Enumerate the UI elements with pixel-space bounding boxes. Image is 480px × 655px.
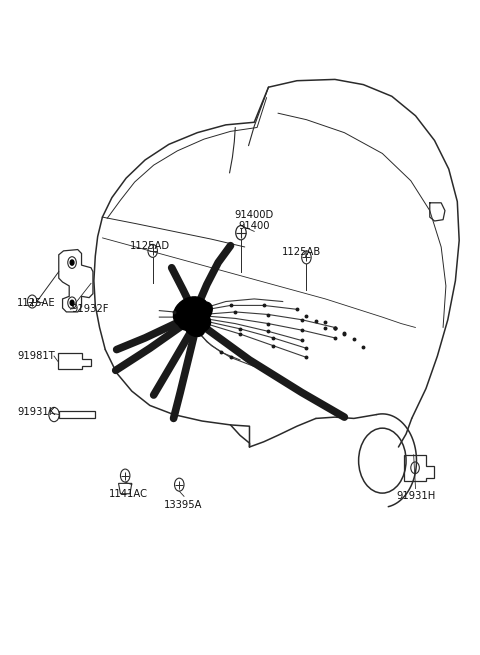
Ellipse shape [173, 297, 207, 327]
Ellipse shape [190, 302, 212, 324]
Text: 1141AC: 1141AC [109, 489, 148, 498]
Circle shape [70, 260, 74, 265]
Text: 1125AB: 1125AB [282, 248, 321, 257]
Text: 91931H: 91931H [396, 491, 435, 501]
Circle shape [70, 300, 74, 305]
Ellipse shape [178, 309, 196, 330]
Text: 91400D
91400: 91400D 91400 [235, 210, 274, 231]
Text: 91981T: 91981T [17, 351, 55, 361]
Text: 1125AE: 1125AE [17, 298, 56, 308]
Text: 91931K: 91931K [17, 407, 55, 417]
Ellipse shape [182, 309, 211, 333]
Text: 91932F: 91932F [72, 305, 109, 314]
Text: 13395A: 13395A [164, 500, 202, 510]
Ellipse shape [189, 299, 207, 314]
Text: 1125AD: 1125AD [130, 241, 170, 251]
Ellipse shape [184, 318, 204, 337]
